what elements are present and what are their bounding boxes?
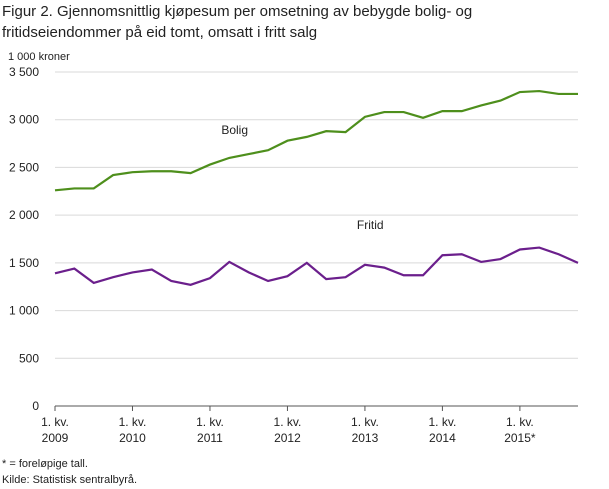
x-tick-label: 1. kv. 2012 [274,415,302,445]
y-tick-label: 1 000 [9,304,39,318]
series-label: Bolig [221,123,248,137]
footnote: Kilde: Statistisk sentralbyrå. [2,474,137,486]
x-tick-label: 1. kv. 2010 [119,415,147,445]
y-tick-label: 2 500 [9,160,39,174]
x-tick-label: 1. kv. 2009 [41,415,69,445]
y-tick-label: 2 000 [9,208,39,222]
y-tick-label: 500 [19,351,39,365]
x-tick-label: 1. kv. 2015* [504,415,536,445]
chart-title: fritidseiendommer på eid tomt, omsatt i … [2,24,317,41]
chart-title: Figur 2. Gjennomsnittlig kjøpesum per om… [2,3,472,20]
y-tick-label: 3 000 [9,113,39,127]
line-series [54,89,578,192]
x-tick-label: 1. kv. 2013 [351,415,379,445]
footnote: * = foreløpige tall. [2,458,88,470]
y-tick-label: 0 [32,399,39,413]
y-axis-label: 1 000 kroner [8,51,70,63]
series-label: Fritid [357,218,384,232]
y-tick-label: 3 500 [9,65,39,79]
x-tick-label: 1. kv. 2014 [429,415,457,445]
x-tick-label: 1. kv. 2011 [196,415,224,445]
line-series [54,246,579,286]
y-tick-label: 1 500 [9,256,39,270]
